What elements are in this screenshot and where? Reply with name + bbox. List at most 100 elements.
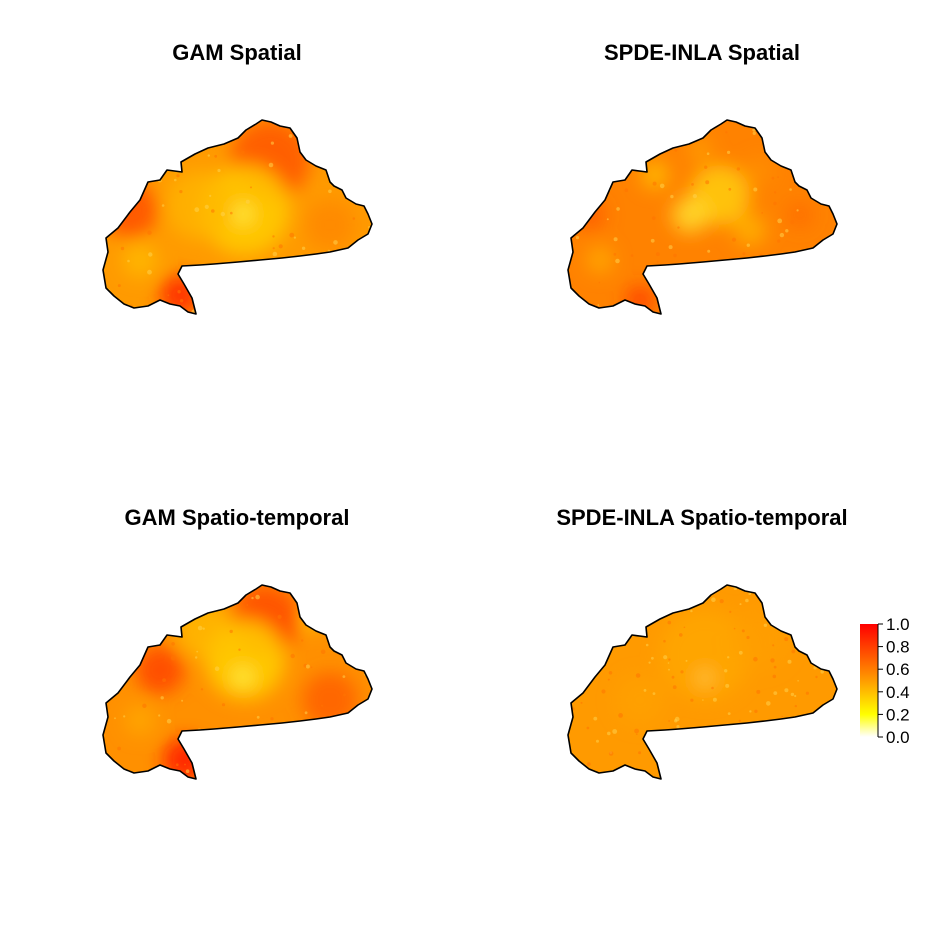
speckle — [293, 236, 296, 239]
legend-color-bar — [860, 624, 878, 737]
speckle — [796, 209, 799, 212]
speckle — [677, 226, 680, 229]
speckle — [790, 692, 795, 697]
speckle — [805, 691, 810, 695]
speckle — [812, 587, 817, 592]
speckle — [608, 671, 613, 675]
speckle — [680, 281, 685, 285]
speckle — [629, 138, 632, 141]
speckle — [834, 631, 837, 636]
speckle — [838, 677, 841, 680]
speckle — [120, 246, 125, 251]
speckle — [673, 253, 677, 258]
speckle — [272, 235, 275, 238]
speckle — [790, 220, 795, 225]
speckle — [738, 719, 741, 723]
speckle — [328, 189, 332, 194]
speckle — [635, 673, 641, 678]
speckle — [343, 693, 346, 697]
intensity-blob — [103, 182, 158, 238]
map-spde-inla-spatial — [567, 119, 838, 315]
speckle — [572, 681, 575, 683]
legend-tick-label: 0.6 — [886, 660, 910, 679]
speckle — [607, 678, 610, 681]
speckle — [213, 302, 216, 305]
speckle — [347, 145, 351, 149]
speckle — [724, 669, 728, 673]
speckle — [139, 629, 142, 633]
speckle — [618, 713, 623, 718]
speckle — [726, 265, 730, 268]
map-gam-spatial — [102, 119, 373, 315]
speckle — [785, 229, 789, 233]
speckle — [830, 625, 832, 628]
speckle — [230, 771, 235, 776]
speckle — [779, 757, 783, 760]
speckle — [784, 688, 789, 693]
speckle — [108, 141, 111, 144]
speckle — [196, 650, 199, 653]
speckle — [171, 308, 175, 311]
intensity-blob — [136, 646, 184, 694]
speckle — [108, 301, 113, 306]
country-border — [102, 119, 373, 315]
speckle — [209, 194, 212, 197]
speckle — [756, 770, 759, 773]
speckle — [575, 236, 580, 240]
speckle — [291, 261, 295, 265]
map-fill — [568, 585, 841, 779]
speckle — [668, 720, 670, 722]
speckle — [765, 593, 768, 597]
speckle — [680, 670, 684, 674]
speckle — [112, 661, 115, 665]
speckle — [765, 742, 771, 747]
speckle — [277, 614, 282, 619]
speckle — [219, 126, 223, 130]
speckle — [152, 588, 156, 591]
speckle — [831, 749, 836, 754]
speckle — [739, 603, 742, 606]
speckle — [167, 294, 170, 297]
speckle — [596, 611, 601, 616]
speckle — [596, 739, 599, 743]
speckle — [112, 188, 117, 193]
speckle — [300, 286, 306, 291]
intensity-blob — [122, 242, 158, 278]
speckle — [106, 307, 111, 312]
speckle — [608, 141, 612, 146]
speckle — [683, 139, 688, 144]
legend-tick-label: 0.2 — [886, 705, 910, 724]
speckle — [572, 585, 575, 588]
speckle — [816, 712, 819, 716]
legend-tick-label: 0.8 — [886, 638, 910, 657]
speckle — [677, 292, 681, 296]
speckle — [588, 645, 590, 648]
speckle — [105, 608, 108, 611]
speckle — [146, 611, 150, 616]
speckle — [314, 599, 320, 604]
speckle — [207, 154, 210, 157]
speckle — [147, 230, 152, 235]
speckle — [123, 674, 127, 678]
map-fill — [103, 585, 372, 779]
intensity-blob — [730, 610, 790, 670]
speckle — [656, 260, 659, 263]
intensity-blob — [305, 200, 355, 250]
speckle — [671, 742, 675, 747]
speckle — [114, 717, 116, 720]
speckle — [247, 733, 251, 737]
speckle — [123, 715, 126, 718]
speckle — [788, 762, 791, 765]
speckle — [665, 599, 668, 602]
speckle — [206, 125, 209, 129]
speckle — [670, 194, 674, 199]
speckle — [158, 714, 161, 717]
speckle — [606, 218, 609, 221]
speckle — [770, 658, 775, 663]
speckle — [674, 719, 678, 723]
intensity-blob — [586, 246, 614, 274]
speckle — [652, 181, 657, 186]
speckle — [586, 762, 591, 766]
speckle — [766, 701, 771, 706]
